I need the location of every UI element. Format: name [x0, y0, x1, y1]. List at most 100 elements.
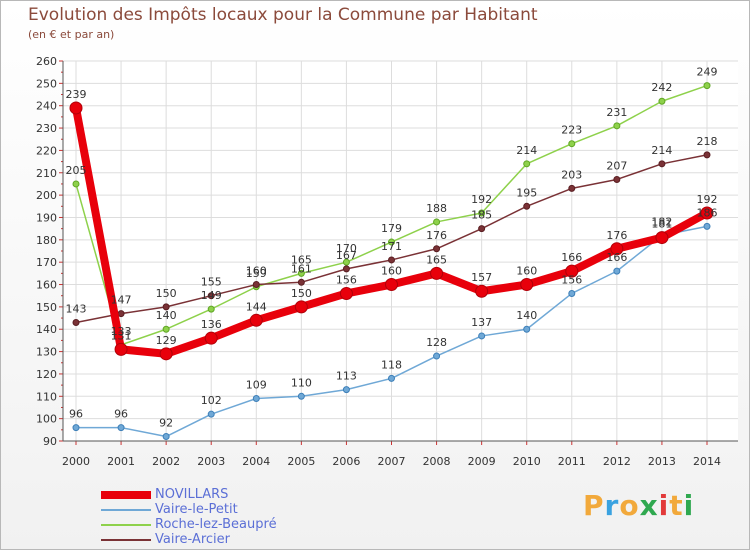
data-point — [520, 278, 534, 292]
y-tick-label: 190 — [36, 211, 57, 224]
data-label: 102 — [201, 394, 222, 407]
data-point — [523, 325, 531, 333]
data-label: 165 — [291, 253, 312, 266]
data-point — [72, 180, 80, 188]
data-label: 156 — [561, 273, 582, 286]
x-tick-label: 2013 — [648, 455, 676, 468]
data-label: 150 — [156, 287, 177, 300]
y-tick-label: 110 — [36, 390, 57, 403]
x-tick-label: 2014 — [693, 455, 721, 468]
data-point — [478, 332, 486, 340]
legend-swatch-vaire-arcier — [101, 539, 151, 541]
data-point — [114, 342, 128, 356]
data-label: 166 — [561, 251, 582, 264]
data-point — [613, 122, 621, 130]
data-label: 207 — [606, 159, 627, 172]
data-point — [703, 222, 711, 230]
data-label: 166 — [606, 251, 627, 264]
data-label: 131 — [111, 329, 132, 342]
data-point — [207, 410, 215, 418]
y-tick-label: 180 — [36, 234, 57, 247]
data-point — [568, 184, 576, 192]
data-label: 218 — [697, 135, 718, 148]
data-label: 157 — [471, 271, 492, 284]
data-point — [655, 231, 669, 245]
x-tick-label: 2009 — [468, 455, 496, 468]
data-label: 185 — [471, 209, 492, 222]
data-label: 242 — [651, 81, 672, 94]
x-tick-label: 2010 — [513, 455, 541, 468]
data-point — [204, 331, 218, 345]
data-label: 143 — [66, 303, 87, 316]
data-point — [523, 160, 531, 168]
data-label: 160 — [246, 265, 267, 278]
data-point — [433, 352, 441, 360]
y-tick-label: 100 — [36, 413, 57, 426]
data-label: 214 — [651, 144, 672, 157]
data-point — [568, 289, 576, 297]
legend-item-vaire-le-petit: Vaire-le-Petit — [101, 502, 361, 517]
data-point — [297, 392, 305, 400]
data-point — [72, 424, 80, 432]
data-label: 150 — [291, 287, 312, 300]
data-point — [294, 300, 308, 314]
x-tick-label: 2005 — [287, 455, 315, 468]
data-label: 186 — [697, 206, 718, 219]
y-tick-label: 240 — [36, 100, 57, 113]
y-tick-label: 220 — [36, 144, 57, 157]
y-tick-label: 260 — [36, 55, 57, 68]
data-point — [297, 278, 305, 286]
data-label: 147 — [111, 294, 132, 307]
data-label: 176 — [606, 229, 627, 242]
x-tick-label: 2004 — [242, 455, 270, 468]
data-point — [117, 424, 125, 432]
data-label: 128 — [426, 336, 447, 349]
data-point — [475, 284, 489, 298]
logo-letter: i — [658, 489, 670, 522]
y-tick-label: 90 — [43, 435, 57, 448]
data-point — [478, 225, 486, 233]
data-point — [613, 267, 621, 275]
y-tick-label: 160 — [36, 279, 57, 292]
y-tick-label: 150 — [36, 301, 57, 314]
data-label: 170 — [336, 242, 357, 255]
data-point — [252, 395, 260, 403]
data-label: 188 — [426, 202, 447, 215]
data-label: 129 — [156, 334, 177, 347]
data-label: 176 — [426, 229, 447, 242]
data-point — [700, 206, 714, 220]
data-label: 205 — [66, 164, 87, 177]
data-point — [207, 305, 215, 313]
proxiti-logo: Proxiti — [583, 489, 694, 522]
data-label: 136 — [201, 318, 222, 331]
data-point — [388, 238, 395, 246]
data-point — [658, 97, 666, 105]
data-label: 110 — [291, 376, 312, 389]
data-point — [568, 140, 576, 148]
data-label: 160 — [381, 265, 402, 278]
data-label: 239 — [66, 88, 87, 101]
chart-subtitle: (en € et par an) — [28, 28, 115, 41]
data-label: 155 — [201, 276, 222, 289]
logo-letter: o — [619, 489, 640, 522]
data-label: 140 — [516, 309, 537, 322]
data-point — [478, 209, 486, 217]
data-point — [388, 256, 395, 264]
data-label: 160 — [516, 265, 537, 278]
y-tick-label: 130 — [36, 346, 57, 359]
data-label: 149 — [201, 289, 222, 302]
x-tick-label: 2012 — [603, 455, 631, 468]
data-point — [162, 433, 170, 441]
data-point — [433, 245, 441, 253]
x-tick-label: 2006 — [332, 455, 360, 468]
data-point — [69, 101, 83, 115]
data-point — [72, 319, 80, 327]
logo-letter: i — [683, 489, 695, 522]
data-point — [249, 313, 263, 327]
logo-letter: r — [604, 489, 620, 522]
data-point — [339, 286, 353, 300]
legend-swatch-novillars — [101, 491, 151, 499]
data-point — [297, 269, 305, 277]
data-label: 249 — [697, 66, 718, 79]
